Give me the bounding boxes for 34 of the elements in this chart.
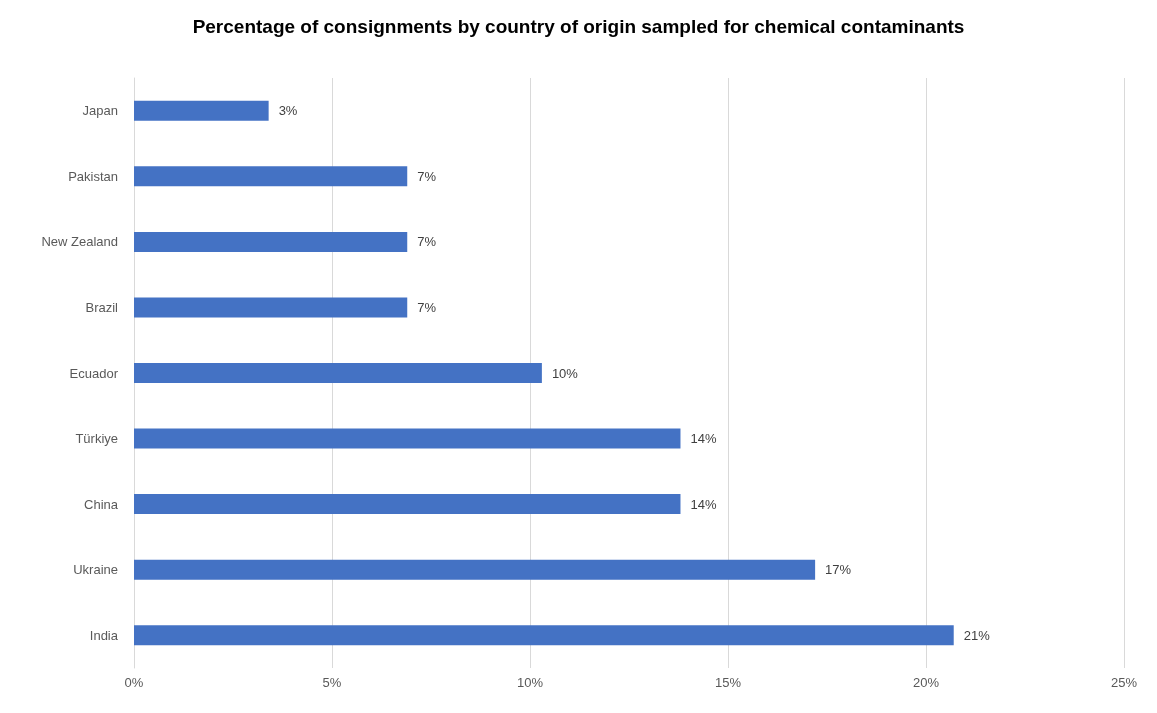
y-tick-label: Ukraine — [73, 562, 118, 578]
y-tick-label: Ecuador — [69, 365, 119, 381]
bar — [134, 494, 681, 515]
y-tick-label: China — [84, 496, 119, 512]
y-tick-label: Brazil — [85, 299, 119, 315]
data-label: 10% — [551, 365, 579, 381]
data-label: 14% — [690, 496, 717, 512]
bar — [134, 625, 954, 646]
data-label: 7% — [417, 168, 437, 184]
chart-title: Percentage of consignments by country of origin sampled for chemical contaminants — [192, 16, 965, 37]
data-label: 7% — [417, 299, 437, 315]
x-tick-label: 0% — [124, 675, 144, 690]
bar — [134, 363, 542, 383]
data-label: 7% — [417, 234, 437, 250]
x-tick-label: 10% — [516, 675, 544, 690]
y-tick-label: Pakistan — [68, 168, 118, 184]
x-tick-label: 15% — [714, 675, 742, 690]
bar — [134, 297, 408, 318]
data-label: 3% — [278, 103, 298, 119]
bar — [134, 166, 408, 187]
bar — [134, 100, 269, 121]
data-label: 17% — [825, 562, 852, 578]
y-tick-label: Japan — [82, 103, 118, 119]
y-tick-label: India — [89, 627, 119, 643]
data-label: 21% — [963, 627, 991, 643]
y-tick-label: New Zealand — [41, 234, 118, 250]
bar — [134, 231, 408, 252]
x-tick-label: 25% — [1110, 675, 1138, 690]
x-tick-label: 5% — [322, 675, 342, 690]
y-tick-label: Türkiye — [75, 431, 118, 447]
bar — [134, 428, 681, 449]
x-tick-label: 20% — [912, 675, 940, 690]
data-label: 14% — [690, 431, 717, 447]
bar — [134, 559, 816, 580]
